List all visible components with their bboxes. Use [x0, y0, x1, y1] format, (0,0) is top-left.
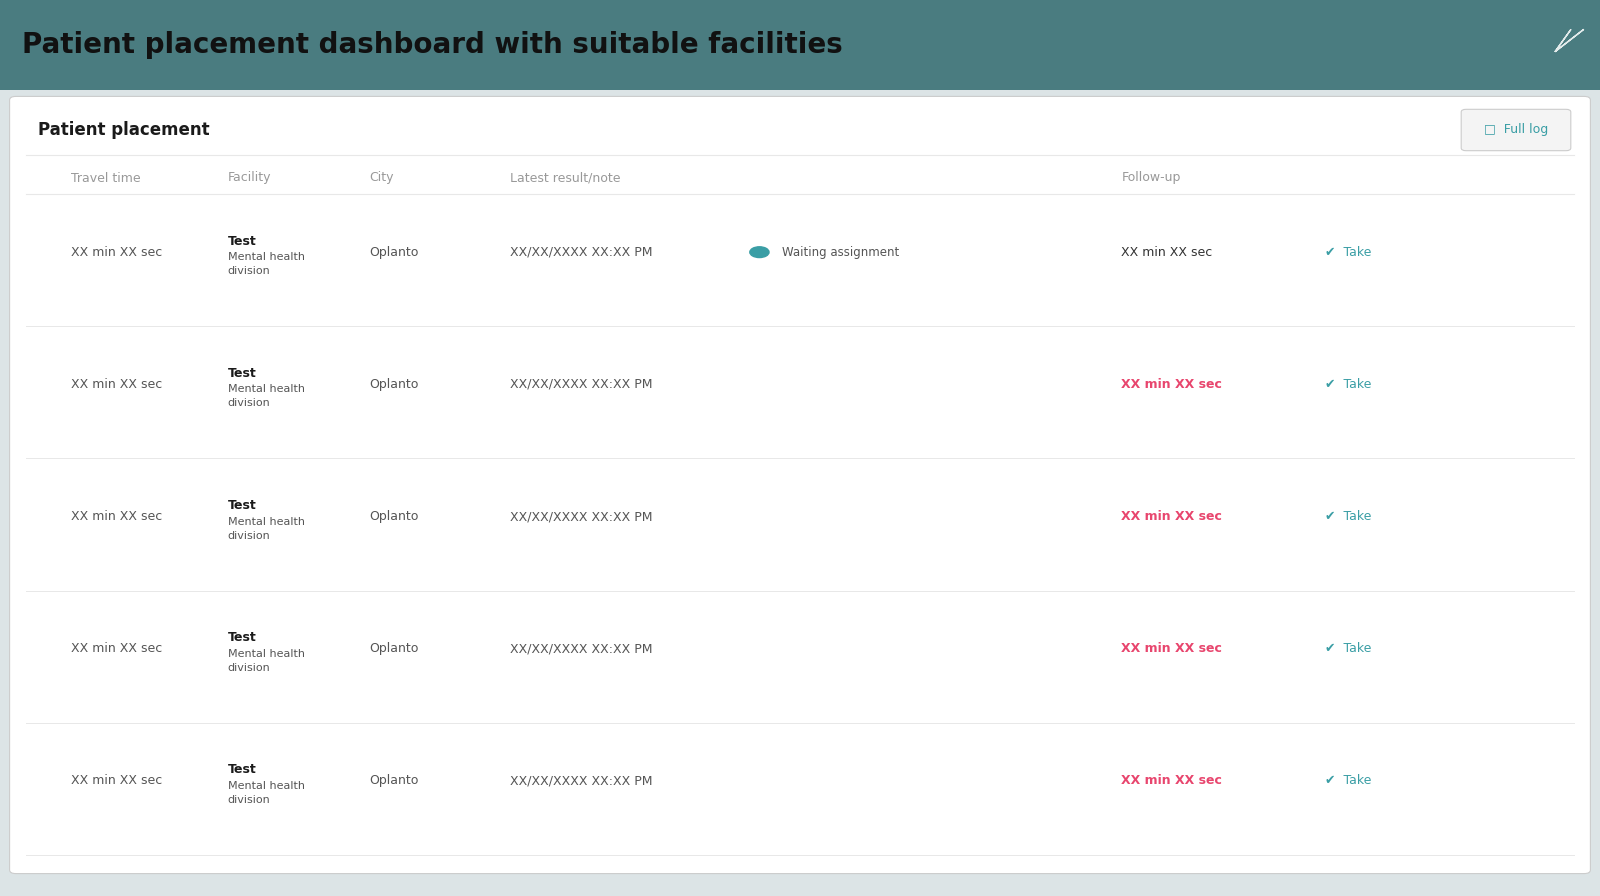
Text: Test: Test: [227, 763, 256, 777]
Text: Test: Test: [227, 499, 256, 513]
Text: Patient placement: Patient placement: [38, 121, 210, 139]
Text: ✔  Take: ✔ Take: [1325, 246, 1371, 259]
Text: Mental health: Mental health: [227, 252, 304, 263]
Text: XX min XX sec: XX min XX sec: [70, 642, 162, 655]
Text: ✔  Take: ✔ Take: [1325, 510, 1371, 523]
Text: Travel time: Travel time: [70, 171, 141, 185]
Text: division: division: [227, 663, 270, 673]
Circle shape: [750, 246, 770, 257]
Text: Oplanto: Oplanto: [368, 378, 418, 391]
Text: XX/XX/XXXX XX:XX PM: XX/XX/XXXX XX:XX PM: [510, 774, 653, 788]
Text: Facility: Facility: [227, 171, 270, 185]
Text: ✔  Take: ✔ Take: [1325, 642, 1371, 655]
Text: Test: Test: [227, 235, 256, 247]
Text: XX min XX sec: XX min XX sec: [70, 378, 162, 391]
Text: Test: Test: [227, 632, 256, 644]
Text: Oplanto: Oplanto: [368, 246, 418, 259]
Text: Follow-up: Follow-up: [1122, 171, 1181, 185]
Text: XX/XX/XXXX XX:XX PM: XX/XX/XXXX XX:XX PM: [510, 378, 653, 391]
Text: XX min XX sec: XX min XX sec: [70, 510, 162, 523]
Text: XX min XX sec: XX min XX sec: [1122, 774, 1222, 788]
Text: XX min XX sec: XX min XX sec: [1122, 378, 1222, 391]
Text: XX min XX sec: XX min XX sec: [1122, 642, 1222, 655]
Text: Mental health: Mental health: [227, 649, 304, 659]
Text: XX/XX/XXXX XX:XX PM: XX/XX/XXXX XX:XX PM: [510, 510, 653, 523]
Text: Test: Test: [227, 366, 256, 380]
FancyBboxPatch shape: [1461, 109, 1571, 151]
Text: division: division: [227, 399, 270, 409]
Text: XX min XX sec: XX min XX sec: [70, 246, 162, 259]
Text: Mental health: Mental health: [227, 384, 304, 394]
Text: City: City: [368, 171, 394, 185]
Text: XX/XX/XXXX XX:XX PM: XX/XX/XXXX XX:XX PM: [510, 642, 653, 655]
Text: ✔  Take: ✔ Take: [1325, 378, 1371, 391]
Text: Waiting assignment: Waiting assignment: [782, 246, 899, 259]
Text: Patient placement dashboard with suitable facilities: Patient placement dashboard with suitabl…: [22, 31, 843, 59]
Text: Oplanto: Oplanto: [368, 510, 418, 523]
Text: Oplanto: Oplanto: [368, 774, 418, 788]
Polygon shape: [1555, 30, 1584, 52]
Text: division: division: [227, 795, 270, 805]
Text: Mental health: Mental health: [227, 517, 304, 527]
Text: division: division: [227, 266, 270, 276]
FancyBboxPatch shape: [10, 97, 1590, 874]
Text: XX min XX sec: XX min XX sec: [1122, 510, 1222, 523]
Text: Oplanto: Oplanto: [368, 642, 418, 655]
Text: XX min XX sec: XX min XX sec: [70, 774, 162, 788]
Text: XX/XX/XXXX XX:XX PM: XX/XX/XXXX XX:XX PM: [510, 246, 653, 259]
Text: □  Full log: □ Full log: [1483, 124, 1549, 136]
Text: Mental health: Mental health: [227, 781, 304, 791]
Text: division: division: [227, 530, 270, 540]
Text: XX min XX sec: XX min XX sec: [1122, 246, 1213, 259]
FancyBboxPatch shape: [0, 0, 1600, 90]
Text: Latest result/note: Latest result/note: [510, 171, 621, 185]
Text: ✔  Take: ✔ Take: [1325, 774, 1371, 788]
